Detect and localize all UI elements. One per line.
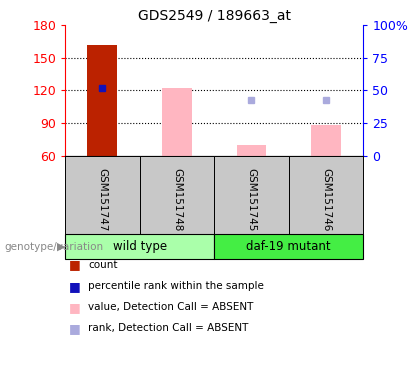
Text: ■: ■ — [69, 301, 81, 314]
Text: genotype/variation: genotype/variation — [4, 242, 103, 252]
Text: GSM151745: GSM151745 — [247, 168, 257, 231]
Bar — [236, 145, 266, 156]
Text: ▶: ▶ — [57, 242, 65, 252]
Text: GSM151747: GSM151747 — [97, 168, 108, 231]
Text: count: count — [88, 260, 118, 270]
Text: GSM151748: GSM151748 — [172, 168, 182, 231]
Title: GDS2549 / 189663_at: GDS2549 / 189663_at — [138, 8, 291, 23]
Text: ■: ■ — [69, 322, 81, 335]
Bar — [311, 125, 341, 156]
Text: value, Detection Call = ABSENT: value, Detection Call = ABSENT — [88, 302, 254, 312]
Text: ■: ■ — [69, 280, 81, 293]
Text: ■: ■ — [69, 258, 81, 271]
Text: wild type: wild type — [113, 240, 167, 253]
Text: GSM151746: GSM151746 — [321, 168, 331, 231]
Text: percentile rank within the sample: percentile rank within the sample — [88, 281, 264, 291]
Bar — [87, 45, 117, 156]
Bar — [162, 88, 192, 156]
Text: rank, Detection Call = ABSENT: rank, Detection Call = ABSENT — [88, 323, 249, 333]
Text: daf-19 mutant: daf-19 mutant — [247, 240, 331, 253]
